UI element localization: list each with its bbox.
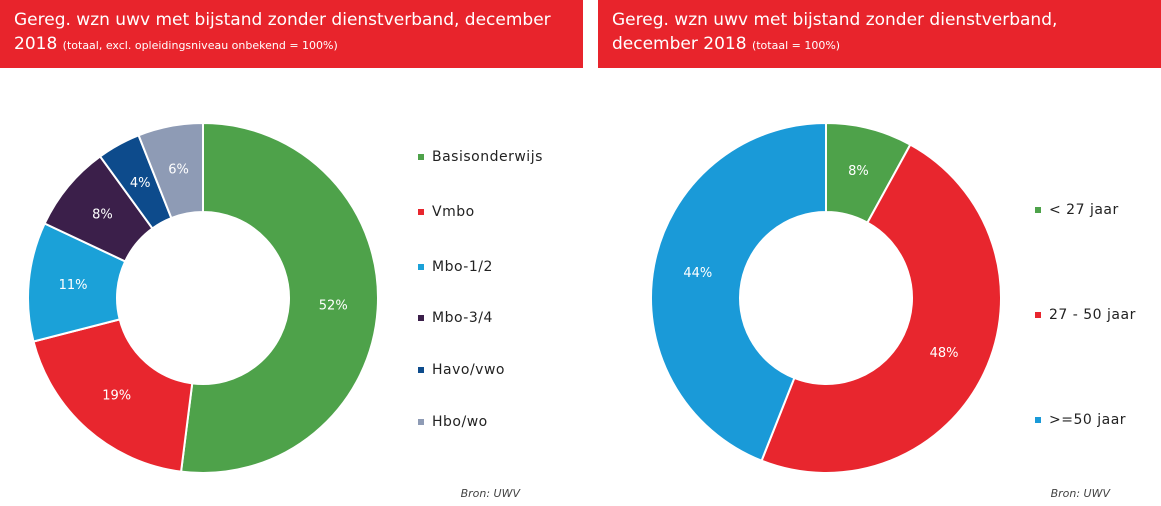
legend-label: Basisonderwijs [432,149,543,165]
chart-subtitle: (totaal, excl. opleidingsniveau onbekend… [62,39,338,52]
header: Gereg. wzn uwv met bijstand zonder diens… [0,0,583,68]
legend-swatch [418,154,424,160]
legend-swatch [418,367,424,373]
data-label: 48% [930,346,959,361]
data-label: 8% [848,164,869,179]
legend-label: Mbo-3/4 [432,310,493,326]
legend-label: < 27 jaar [1049,202,1119,218]
data-label: 11% [59,278,88,293]
chart-title: Gereg. wzn uwv met bijstand zonder diens… [612,10,1058,54]
chart-title: Gereg. wzn uwv met bijstand zonder diens… [14,10,551,54]
legend-swatch [1035,207,1041,213]
slice [137,121,204,220]
source: Bron: UWV [1051,487,1112,500]
source: Bron: UWV [461,487,522,500]
data-label: 6% [168,162,189,177]
slice [760,143,1003,475]
legend-label: Hbo/wo [432,414,488,430]
legend-swatch [418,419,424,425]
legend-label: Mbo-1/2 [432,259,493,275]
chart-subtitle: (totaal = 100%) [751,39,841,52]
legend-swatch [1035,417,1041,423]
data-label: 19% [102,388,131,403]
legend-label: 27 - 50 jaar [1049,307,1136,323]
data-label: 44% [683,266,712,281]
header: Gereg. wzn uwv met bijstand zonder diens… [598,0,1161,68]
data-label: 8% [92,207,113,222]
legend-swatch [1035,312,1041,318]
slice [179,121,380,474]
slice [649,121,827,463]
legend-label: >=50 jaar [1049,412,1126,428]
legend-swatch [418,264,424,270]
data-label: 4% [130,176,151,191]
legend-swatch [418,315,424,321]
data-label: 52% [319,299,348,314]
legend-label: Havo/vwo [432,362,505,378]
legend-label: Vmbo [432,204,475,220]
legend-swatch [418,209,424,215]
slice [32,318,194,473]
